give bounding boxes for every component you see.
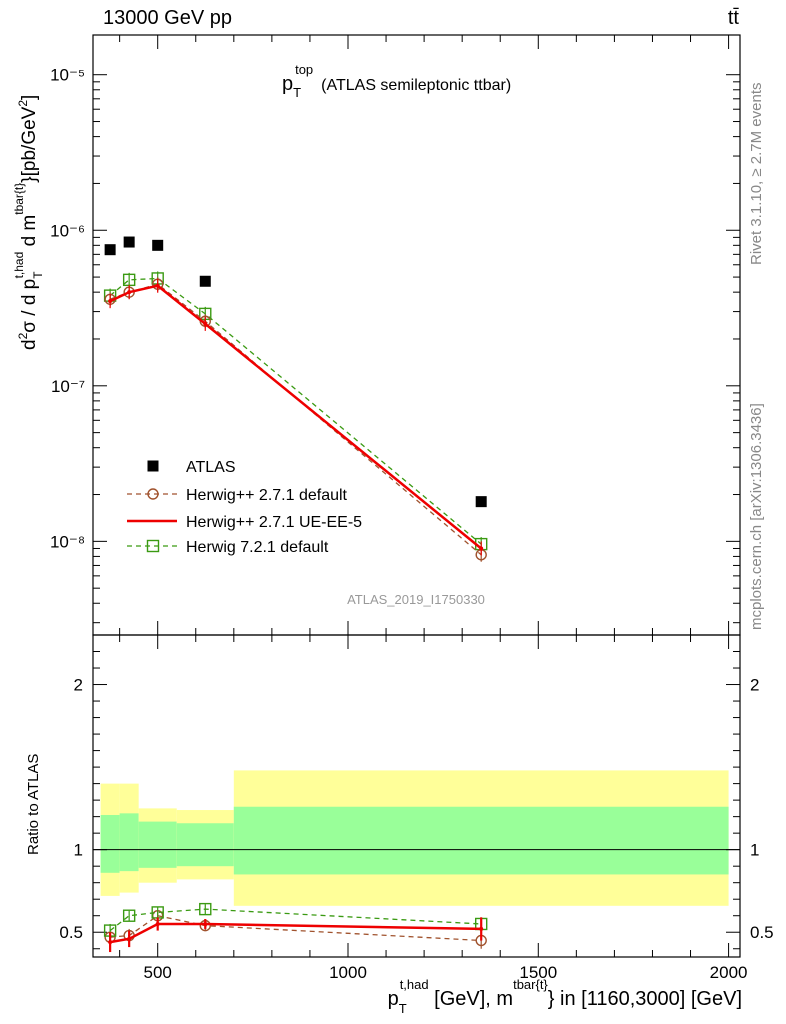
x-tick-label: 1000: [329, 963, 367, 982]
main-point-herwigpp_ueee5: [479, 546, 484, 551]
ratio-point-herwigpp_ueee5: [155, 921, 160, 926]
ratio-point-herwigpp_ueee5: [479, 926, 484, 931]
legend-label-atlas: ATLAS: [186, 459, 236, 476]
header-energy-label: 13000 GeV pp: [103, 7, 232, 29]
rivet-version-label: Rivet 3.1.10, ≥ 2.7M events: [748, 83, 765, 266]
ratio-line-herwigpp_default: [110, 915, 482, 942]
x-tick-label: 500: [144, 963, 172, 982]
main-y-axis-label: d2σ / d pTt,had d mtbar{t}}[pb/GeV2]: [12, 95, 45, 350]
ratio-band-inner-3: [176, 823, 234, 867]
ratio-frame: [92, 634, 741, 958]
main-line-herwigpp_ueee5: [109, 284, 482, 550]
analysis-watermark: ATLAS_2019_I1750330: [347, 592, 485, 607]
plot-title: pTtop(ATLAS semileptonic ttbar): [282, 62, 511, 100]
main-point-atlas: [475, 496, 487, 508]
legend-marker-herwig7: [146, 539, 160, 553]
x-axis-label: pTt,had [GeV], mtbar{t}} in [1160,3000] …: [388, 977, 742, 1016]
ratio-band-inner-1: [119, 813, 139, 872]
ratio-band-inner-0: [100, 814, 120, 873]
ratio-y-tick-label: 0.5: [59, 923, 83, 942]
main-point-atlas: [152, 239, 164, 251]
main-axis-ticks: 10⁻⁸ 10⁻⁷ 10⁻⁶ 10⁻⁵: [50, 35, 740, 635]
main-series-layer: [103, 236, 488, 562]
main-y-tick-label: 10⁻⁵: [50, 66, 85, 85]
ratio-y-tick-label-right: 0.5: [750, 923, 774, 942]
ratio-point-herwigpp_ueee5: [108, 940, 113, 945]
ratio-line-herwig7: [109, 908, 482, 932]
ratio-point-herwig7: [122, 909, 136, 922]
main-point-herwigpp_ueee5: [155, 283, 160, 288]
x-tick-label: 2000: [710, 963, 748, 982]
ratio-y-axis-label: Ratio to ATLAS: [25, 754, 42, 855]
legend-label-herwigpp_default: Herwig++ 2.7.1 default: [186, 487, 348, 504]
ratio-y-tick-label-right: 2: [750, 676, 759, 695]
main-point-atlas: [199, 275, 211, 287]
ratio-y-tick-label-right: 1: [750, 841, 759, 860]
ratio-axis-ticks: 500 1000 1500 2000 0.5 0.5 1 1 2 2: [59, 634, 774, 982]
legend-label-herwigpp_ueee5: Herwig++ 2.7.1 UE-EE-5: [186, 514, 362, 531]
ratio-band-inner-2: [138, 821, 177, 868]
main-y-tick-label: 10⁻⁶: [50, 221, 85, 240]
mcplots-label: mcplots.cern.ch [arXiv:1306.3436]: [748, 403, 765, 630]
legend-label-herwig7: Herwig 7.2.1 default: [186, 539, 329, 556]
main-point-herwigpp_ueee5: [127, 290, 132, 295]
legend: ATLAS Herwig++ 2.7.1 default Herwig++ 2.7.…: [127, 459, 362, 556]
ratio-point-herwig7: [199, 902, 212, 916]
ratio-y-tick-label: 2: [74, 676, 83, 695]
ratio-band-inner-4: [233, 806, 729, 875]
ratio-series-layer: [103, 902, 488, 953]
main-point-atlas: [123, 236, 135, 248]
main-y-tick-label: 10⁻⁷: [51, 377, 85, 396]
main-y-tick-label: 10⁻⁸: [50, 532, 85, 551]
ratio-point-herwigpp_ueee5: [203, 921, 208, 926]
ratio-point-herwigpp_ueee5: [127, 936, 132, 941]
legend-marker-herwigpp_default: [147, 488, 159, 500]
main-point-herwigpp_ueee5: [108, 299, 113, 304]
main-point-atlas: [104, 244, 116, 256]
ratio-uncertainty-bands: [93, 770, 740, 906]
ratio-y-tick-label: 1: [74, 841, 83, 860]
main-point-herwigpp_ueee5: [203, 321, 208, 326]
x-tick-label: 1500: [519, 963, 557, 982]
legend-marker-atlas: [147, 460, 159, 472]
ratio-line-herwigpp_ueee5: [109, 922, 482, 944]
header-process-label: tt̄: [728, 7, 740, 29]
